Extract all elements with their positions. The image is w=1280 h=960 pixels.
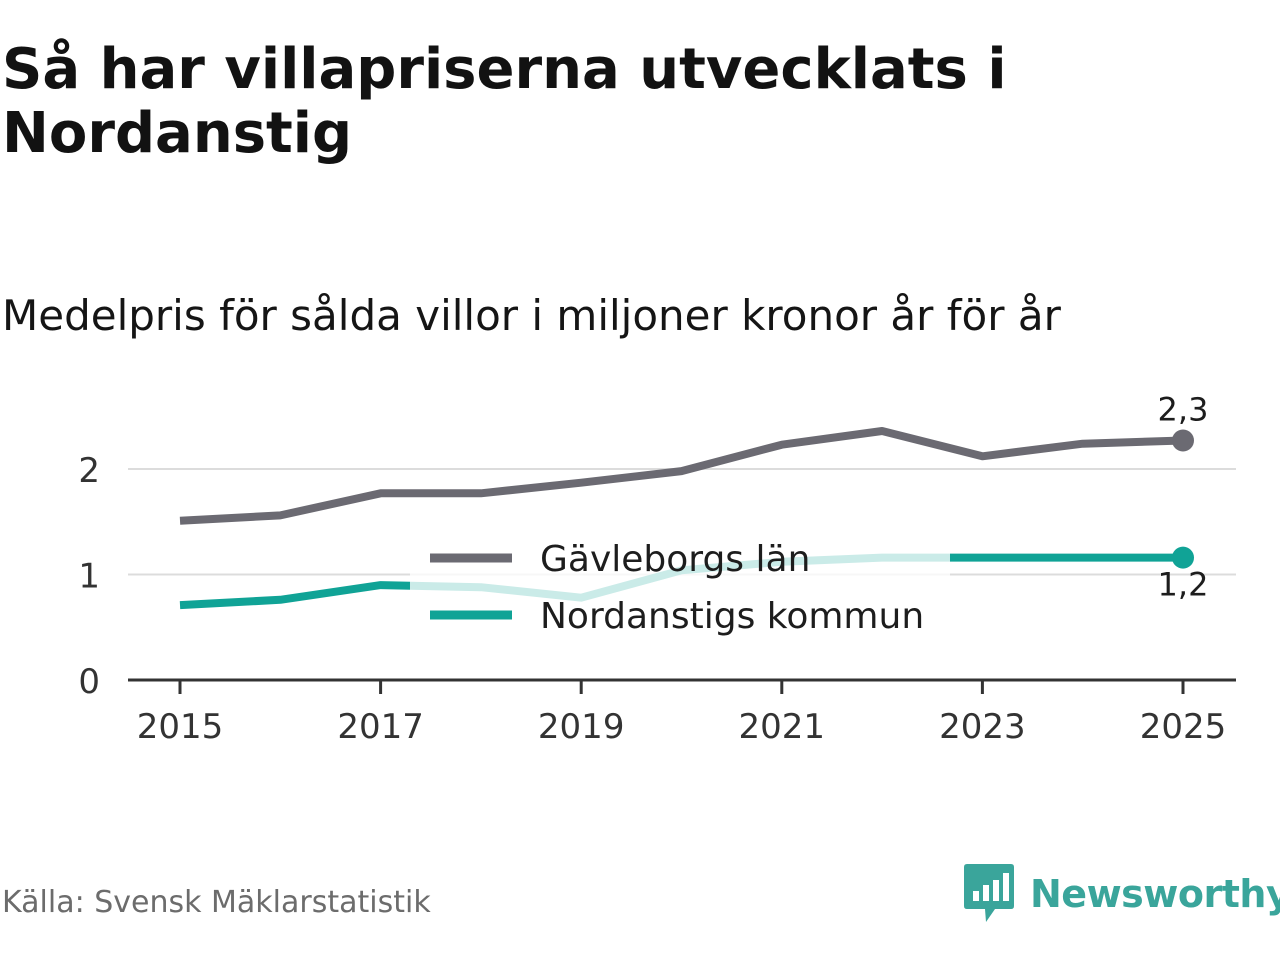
legend-background [410,520,950,650]
newsworthy-bar-chart-icon [964,864,1014,922]
series-end-label-0: 2,3 [1158,391,1209,429]
x-axis: 2015 2017 2019 2021 2023 2025 [128,678,1236,747]
chart-subtitle: Medelpris för sålda villor i miljoner kr… [2,291,1061,340]
legend-label-nordanstig: Nordanstigs kommun [540,596,924,637]
x-tick-label-2017: 2017 [337,707,424,747]
x-tick-label-2023: 2023 [939,707,1026,747]
newsworthy-logo: Newsworthy [964,864,1280,924]
legend-label-gavleborg: Gävleborgs län [540,539,810,580]
series-end-label-1: 1,2 [1158,566,1209,604]
legend: Gävleborgs län Nordanstigs kommun [410,520,950,650]
source-note: Källa: Svensk Mäklarstatistik [2,885,431,920]
series-line-0 [179,427,1184,525]
y-tick-label-1: 1 [78,557,100,597]
series-end-point-0 [1172,429,1194,452]
line-chart: 0 1 2 Gävleborgs län Nordanstigs kommun 2,… [78,391,1236,747]
y-tick-label-2: 2 [78,451,100,491]
brand-name: Newsworthy [1030,872,1280,916]
x-tick-label-2019: 2019 [538,707,625,747]
x-tick-label-2015: 2015 [137,707,224,747]
series-end-point-1 [1172,546,1194,569]
y-tick-label-0: 0 [78,662,100,702]
x-tick-label-2021: 2021 [739,707,826,747]
x-tick-label-2025: 2025 [1140,707,1227,747]
y-axis-ticks: 0 1 2 [78,451,100,702]
chart-title: Så har villapriserna utvecklats i Nordan… [2,37,1007,166]
series-end-markers: 2,3 1,2 [1158,391,1209,604]
